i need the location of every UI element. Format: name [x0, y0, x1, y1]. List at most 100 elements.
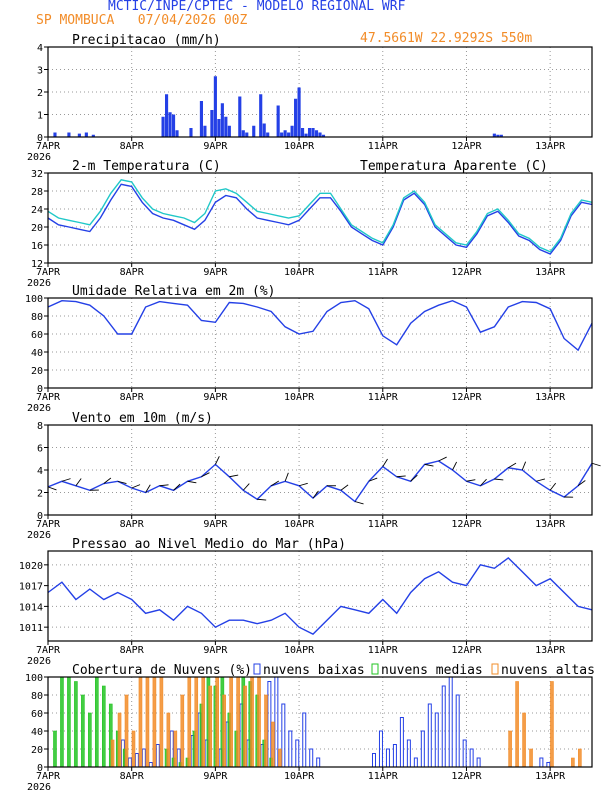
x-tick-label: 12APR: [451, 771, 482, 782]
precip-bar: [287, 132, 291, 137]
x-tick-label: 7APR: [36, 392, 61, 403]
panel-1: 0 1 2 3 4 7APR 8APR 9APR 10APR 11APR 12APR 13APR 202…: [27, 33, 593, 163]
x-tick-label: 12APR: [451, 392, 482, 403]
cloud-bar-nuvens-baixas: [546, 762, 551, 768]
precip-bar: [53, 132, 57, 137]
x-tick-label: 11APR: [368, 267, 399, 278]
plot-frame: [47, 46, 593, 138]
cloud-bar-nuvens-altas: [131, 730, 136, 768]
y-tick-label: 12: [31, 259, 43, 270]
cloud-bar-nuvens-altas: [166, 712, 171, 768]
precip-bar: [318, 132, 322, 137]
x-tick-label: 10APR: [284, 645, 315, 656]
wind-arrow: [466, 479, 476, 482]
wind-arrow: [131, 484, 141, 489]
wind-arrow: [201, 472, 210, 478]
y-tick-label: 0: [37, 763, 43, 774]
y-tick-label: 1020: [19, 561, 43, 572]
cloud-bar-nuvens-altas: [257, 676, 261, 768]
precip-bar: [259, 94, 263, 137]
wind-arrow: [424, 463, 434, 467]
cloud-bar-nuvens-altas: [250, 676, 254, 768]
x-tick-label: 11APR: [368, 392, 399, 403]
wind-arrow: [187, 480, 197, 484]
x-tick-label: 10APR: [284, 771, 315, 782]
precip-bar: [283, 130, 287, 137]
wind-arrow: [61, 478, 71, 482]
legend-swatch: [253, 663, 261, 675]
plot-frame: [47, 424, 593, 516]
precip-bar: [499, 134, 503, 137]
x-tick-label: 7APR: [36, 141, 61, 152]
precip-bar: [496, 134, 500, 137]
precip-bar: [213, 76, 217, 137]
x-tick-label: 11APR: [368, 519, 399, 530]
cloud-bar-nuvens-altas: [117, 712, 122, 768]
wind-arrow: [173, 483, 181, 491]
precip-bar: [161, 116, 165, 137]
cloud-bar-nuvens-medias: [74, 681, 78, 768]
x-tick-label: 9APR: [203, 141, 228, 152]
precip-bar: [91, 134, 95, 137]
x-tick-label: 11APR: [368, 645, 399, 656]
panel-2: 12 16 20 24 28 32 7APR 8APR 9APR 10APR 11APR 12APR 1…: [27, 159, 593, 289]
cloud-bar-nuvens-baixas: [476, 757, 481, 768]
precip-bar: [189, 128, 193, 137]
wind-vector-arrows: [47, 456, 601, 505]
y-tick-label: 60: [31, 330, 43, 341]
wind-arrow: [368, 477, 378, 482]
x-tick-label: 13APR: [535, 771, 566, 782]
cloud-bar-nuvens-baixas: [469, 748, 474, 768]
precip-bar: [294, 98, 298, 137]
series-line-2-m-temperatura-c-: [47, 183, 593, 255]
y-tick-label: 40: [31, 348, 43, 359]
precip-bar: [241, 130, 245, 137]
panel-title: Cobertura de Nuvens (%): [72, 663, 252, 678]
x-tick-label: 9APR: [203, 392, 228, 403]
wind-arrow: [229, 474, 239, 478]
precip-bar: [77, 133, 81, 137]
precip-bar: [199, 101, 204, 137]
y-tick-label: 20: [31, 223, 43, 234]
legend-entry: nuvens baixas: [263, 663, 365, 678]
wind-arrow: [508, 462, 517, 469]
cloud-bar-nuvens-altas: [138, 676, 143, 768]
cloud-bar-nuvens-altas: [271, 721, 275, 768]
panel-4: 0 2 4 6 8 7APR 8APR 9APR 10APR 11APR 12APR 13APR 202…: [27, 411, 601, 541]
wind-arrow: [549, 482, 557, 491]
x-tick-label: 13APR: [535, 141, 566, 152]
x-tick-label: 12APR: [451, 645, 482, 656]
y-tick-label: 16: [31, 241, 43, 252]
cloud-bar-nuvens-altas: [215, 676, 219, 768]
cloud-bar-nuvens-altas: [529, 748, 533, 768]
cloud-bar-nuvens-altas: [508, 730, 512, 768]
y-tick-label: 80: [31, 312, 43, 323]
x-tick-label: 13APR: [535, 645, 566, 656]
y-tick-label: 40: [31, 727, 43, 738]
precip-bar: [224, 116, 228, 137]
x-tick-label: 11APR: [368, 141, 399, 152]
panel-title: 2-m Temperatura (C): [72, 159, 221, 174]
cloud-bar-nuvens-medias: [95, 676, 99, 768]
gridlines: [48, 47, 592, 137]
precip-bar: [171, 114, 176, 137]
precip-bar: [227, 125, 231, 137]
x-tick-label: 9APR: [203, 267, 228, 278]
y-tick-label: 2: [37, 489, 43, 500]
wind-arrow: [410, 474, 418, 482]
y-tick-label: 1017: [19, 582, 43, 593]
cloud-bar-nuvens-baixas: [434, 712, 439, 768]
panel-5: 1011 1014 1017 1020 7APR 8APR 9APR 10APR 11APR 12…: [19, 537, 593, 667]
cloud-bar-nuvens-altas: [145, 676, 150, 768]
chart-title: MCTIC/INPE/CPTEC - MODELO REGIONAL WRF: [108, 0, 406, 14]
cloud-bar-nuvens-altas: [180, 694, 185, 768]
x-tick-label: 10APR: [284, 141, 315, 152]
precip-bar: [262, 123, 266, 137]
wind-arrow: [354, 501, 364, 505]
y-tick-label: 3: [37, 66, 43, 77]
precip-bar: [217, 119, 221, 137]
legend-entry: nuvens medias: [381, 663, 483, 678]
precip-bar: [175, 130, 179, 137]
y-tick-label: 100: [25, 673, 43, 684]
